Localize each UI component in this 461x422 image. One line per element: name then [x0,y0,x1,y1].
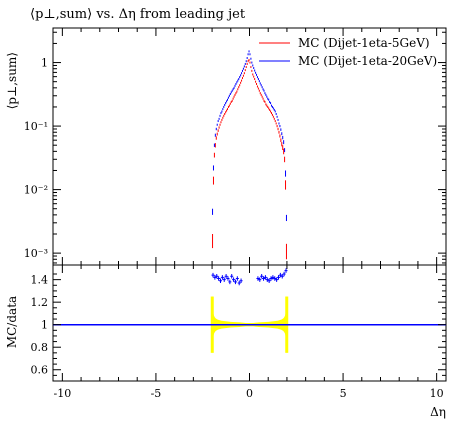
ratio-y-tick-label: 1.2 [31,296,49,309]
legend-label-20gev: MC (Dijet-1eta-20GeV) [298,54,437,68]
x-tick-label: -5 [151,387,162,400]
ratio-y-tick-label: 1.4 [31,274,49,287]
legend-label-5gev: MC (Dijet-1eta-5GeV) [298,36,430,50]
y-tick-label: 10⁻³ [24,247,48,260]
x-tick-label: 0 [246,387,253,400]
ratio-y-tick-label: 1 [41,319,48,332]
y-tick-label: 10⁻² [24,184,48,197]
x-axis-label: Δη [430,405,446,419]
ratio-y-tick-label: 0.8 [31,341,49,354]
x-tick-label: -10 [53,387,71,400]
x-tick-label: 5 [340,387,347,400]
ratio-plot: 0.6 0.8 1 1.2 1.4 -10 -5 0 5 10 [31,264,447,400]
y-tick-label: 10⁻¹ [24,120,48,133]
ratio-y-tick-label: 0.6 [31,364,49,377]
legend: MC (Dijet-1eta-5GeV) MC (Dijet-1eta-20Ge… [259,36,437,68]
chart-title: ⟨p⊥,sum⟩ vs. Δη from leading jet [30,7,246,22]
ratio-y-axis-label: MC/data [5,296,19,348]
y-tick-label: 1 [41,57,48,70]
y-axis-label: ⟨p⊥,sum⟩ [5,52,19,109]
x-tick-label: 10 [430,387,444,400]
